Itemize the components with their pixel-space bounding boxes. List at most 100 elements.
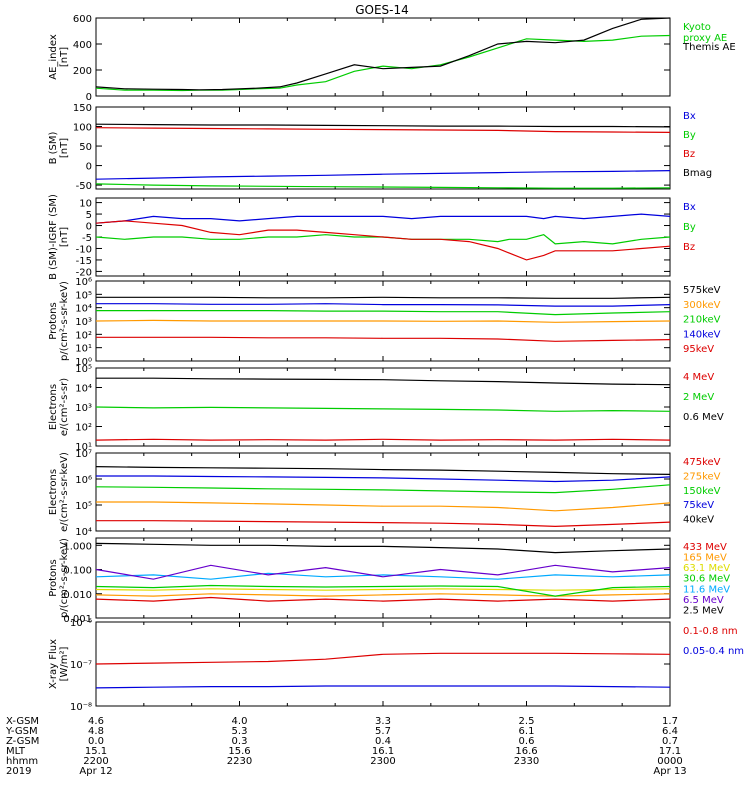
legend-label: By	[683, 222, 696, 233]
legend-label: proxy AE	[683, 33, 727, 44]
legend-label: 0.1-0.8 nm	[683, 626, 738, 637]
series-line-40kev	[95, 466, 671, 475]
y-tick-label: 100	[73, 123, 92, 134]
y-tick-label: 10¹	[75, 442, 92, 453]
legend-label: 0.6 MeV	[683, 412, 724, 423]
x-axis-row-label: MLT	[6, 746, 26, 757]
y-tick-label: 5	[86, 210, 92, 221]
series-line-433-mev	[95, 596, 671, 602]
y-axis-label: Electrons	[48, 469, 59, 515]
series-line-4-mev	[95, 438, 671, 441]
x-axis-row-label: 2019	[6, 766, 31, 777]
y-tick-label: 10⁻⁶	[70, 618, 92, 629]
x-axis-row-label: hhmm	[6, 756, 38, 767]
y-tick-label: 10⁴	[75, 384, 92, 395]
y-tick-label: 200	[73, 66, 92, 77]
y-axis-label: B (SM)	[48, 131, 59, 164]
y-axis-label: Electrons	[48, 384, 59, 430]
legend-label: Themis AE	[682, 42, 736, 53]
y-tick-label: 0.100	[63, 566, 92, 577]
y-tick-label: 50	[79, 142, 92, 153]
x-axis-value: 2330	[514, 756, 539, 767]
x-axis-value: 17.1	[659, 746, 681, 757]
x-axis-value: 5.7	[375, 726, 391, 737]
legend-label: Kyoto	[683, 22, 711, 33]
series-line-bz	[95, 127, 671, 133]
series-line-75kev	[96, 475, 671, 483]
y-tick-label: -50	[76, 181, 92, 192]
y-axis-unit: p/(cm²-s-sr-keV)	[59, 281, 70, 361]
series-line-by	[95, 234, 671, 245]
y-tick-label: 10¹	[75, 344, 92, 355]
series-line-bx	[95, 170, 671, 180]
y-tick-label: 1.000	[63, 541, 92, 552]
y-axis-unit: [nT]	[59, 227, 70, 247]
x-axis-value: 0.6	[519, 736, 535, 747]
series-line-by	[95, 183, 671, 189]
legend-label: 275keV	[683, 471, 721, 482]
x-axis-table: X-GSMY-GSMZ-GSMMLThhmm20194.64.80.015.12…	[5, 716, 687, 777]
y-axis-label: AE_index	[48, 34, 59, 80]
y-tick-label: 10⁵	[75, 364, 92, 375]
series-line-bmag	[95, 123, 671, 128]
y-tick-label: 10²	[75, 423, 92, 434]
legend-label: 433 MeV	[683, 542, 727, 553]
panel-frame	[95, 17, 671, 97]
x-axis-value: 0000	[657, 756, 682, 767]
series-line-150kev	[95, 484, 671, 494]
y-tick-label: 10⁻⁸	[70, 702, 92, 713]
legend-label: 30.6 MeV	[683, 574, 730, 585]
x-axis-row-label: Y-GSM	[5, 726, 38, 737]
panel-protons2: 0.001 0.010 0.100 1.000 Protons p/(cm²-s-sr-k…	[48, 537, 730, 625]
x-axis-value: 5.3	[232, 726, 248, 737]
panel-electrons2: 10⁴ 10⁵ 10⁶ 10⁷ Electrons e/(cm²-s-sr-keV) 475…	[48, 449, 721, 538]
legend-label: 95keV	[683, 344, 714, 355]
legend-label: Bx	[683, 111, 696, 122]
legend-label: Bz	[683, 149, 695, 160]
y-tick-label: 10⁵	[75, 290, 92, 301]
x-axis-value: 0.3	[232, 736, 248, 747]
panel-frame	[95, 621, 671, 707]
panel-xray: 10⁻⁸ 10⁻⁷ 10⁻⁶ X-ray Flux [W/m²] 0.1-0.8 nm 0.…	[48, 618, 744, 713]
y-axis-label: B (SM)-IGRF (SM)	[48, 194, 59, 280]
legend-label: 210keV	[683, 315, 721, 326]
y-tick-label: 10³	[75, 317, 92, 328]
series-line-95kev	[96, 336, 671, 342]
series-line-30.6-mev	[95, 584, 671, 597]
series-line-2.5-mev	[95, 542, 671, 554]
series-line-6.5-mev	[95, 564, 671, 580]
y-tick-label: 10⁴	[75, 304, 92, 315]
y-axis-label: Protons	[48, 559, 59, 596]
y-tick-label: 10⁶	[75, 475, 92, 486]
panel-frame	[95, 537, 671, 619]
x-axis-value: 4.0	[232, 716, 248, 727]
y-axis-label: Protons	[48, 302, 59, 339]
x-axis-value: 4.8	[88, 726, 104, 737]
y-tick-label: 10²	[75, 330, 92, 341]
legend-label: Bx	[683, 202, 696, 213]
series-line-275kev	[96, 501, 671, 512]
legend-label: 40keV	[683, 515, 714, 526]
x-axis-value: 6.1	[519, 726, 535, 737]
y-tick-label: 0	[86, 162, 92, 173]
y-tick-label: 10⁴	[75, 527, 92, 538]
y-tick-label: 10	[79, 199, 92, 210]
x-axis-value: 6.4	[662, 726, 678, 737]
y-tick-label: 0.001	[63, 614, 92, 625]
x-axis-value: 2300	[370, 756, 395, 767]
y-tick-label: 0	[86, 92, 92, 103]
y-axis-label: X-ray Flux	[48, 639, 59, 689]
legend-label: 140keV	[683, 329, 721, 340]
x-axis-value: 2200	[83, 756, 108, 767]
y-axis-unit: e/(cm²-s-sr-keV)	[59, 452, 70, 532]
y-axis-unit: [W/m²]	[59, 646, 70, 681]
x-axis-value: 0.4	[375, 736, 391, 747]
x-axis-value: 16.1	[372, 746, 394, 757]
y-tick-label: 10⁻⁷	[70, 660, 92, 671]
y-tick-label: 0	[86, 222, 92, 233]
x-axis-value: 2.5	[519, 716, 535, 727]
y-tick-label: -10	[76, 244, 92, 255]
